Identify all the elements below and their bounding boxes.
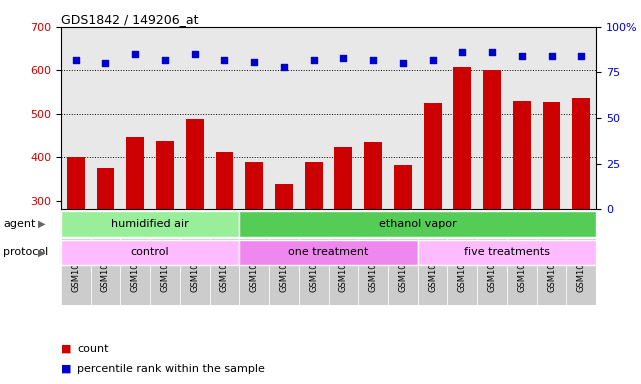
Bar [156,141,174,209]
Bar [239,240,418,265]
Text: ▶: ▶ [38,247,46,258]
Point [308,56,319,63]
Point [397,60,408,66]
Bar [304,162,322,209]
Bar [180,238,210,305]
Bar [477,238,507,305]
Text: one treatment: one treatment [288,247,369,258]
Bar [246,162,263,209]
Bar [239,238,269,305]
Text: GSM101547: GSM101547 [547,242,556,292]
Bar [567,238,596,305]
Point [71,56,81,63]
Text: GSM101535: GSM101535 [190,242,199,292]
Text: GSM101539: GSM101539 [309,242,318,292]
Bar [507,238,537,305]
Bar [358,238,388,305]
Bar [447,238,477,305]
Bar [328,238,358,305]
Bar [126,137,144,209]
Bar [513,101,531,209]
Text: GSM101533: GSM101533 [131,242,140,292]
Point [368,56,378,63]
Text: GDS1842 / 149206_at: GDS1842 / 149206_at [61,13,199,26]
Bar [453,67,471,209]
Bar [215,152,233,209]
Point [487,49,497,55]
Point [249,58,260,65]
Text: GSM101542: GSM101542 [398,242,407,292]
Text: ■: ■ [61,364,71,374]
Text: count: count [77,344,108,354]
Bar [418,238,447,305]
Text: ethanol vapor: ethanol vapor [379,218,456,229]
Bar [67,157,85,209]
Text: GSM101538: GSM101538 [279,242,288,292]
Bar [61,238,90,305]
Point [279,64,289,70]
Bar [394,165,412,209]
Point [457,49,467,55]
Point [576,53,587,59]
Bar [335,147,353,209]
Text: GSM101548: GSM101548 [577,242,586,292]
Text: ■: ■ [61,344,71,354]
Text: agent: agent [3,218,36,229]
Text: GSM101536: GSM101536 [220,242,229,292]
Point [190,51,200,57]
Text: GSM101544: GSM101544 [458,242,467,292]
Text: GSM101537: GSM101537 [250,242,259,292]
Text: GSM101545: GSM101545 [488,242,497,292]
Bar [483,70,501,209]
Bar [150,238,180,305]
Text: GSM101546: GSM101546 [517,242,526,292]
Bar [299,238,328,305]
Text: humidified air: humidified air [112,218,189,229]
Text: five treatments: five treatments [464,247,550,258]
Bar [239,211,596,237]
Text: protocol: protocol [3,247,49,258]
Point [160,56,170,63]
Bar [424,103,442,209]
Bar [186,119,204,209]
Point [428,56,438,63]
Text: control: control [131,247,169,258]
Bar [388,238,418,305]
Bar [572,98,590,209]
Point [338,55,349,61]
Bar [97,168,115,209]
Text: GSM101532: GSM101532 [101,242,110,292]
Text: GSM101531: GSM101531 [71,242,80,292]
Bar [269,238,299,305]
Bar [121,238,150,305]
Point [546,53,556,59]
Point [219,56,229,63]
Bar [275,184,293,209]
Text: GSM101534: GSM101534 [160,242,169,292]
Text: GSM101540: GSM101540 [339,242,348,292]
Bar [210,238,239,305]
Text: GSM101541: GSM101541 [369,242,378,292]
Bar [542,103,560,209]
Point [130,51,140,57]
Bar [61,240,239,265]
Point [517,53,527,59]
Text: GSM101543: GSM101543 [428,242,437,292]
Text: percentile rank within the sample: percentile rank within the sample [77,364,265,374]
Point [101,60,111,66]
Bar [61,211,239,237]
Bar [90,238,121,305]
Bar [418,240,596,265]
Text: ▶: ▶ [38,218,46,229]
Bar [537,238,567,305]
Bar [364,142,382,209]
